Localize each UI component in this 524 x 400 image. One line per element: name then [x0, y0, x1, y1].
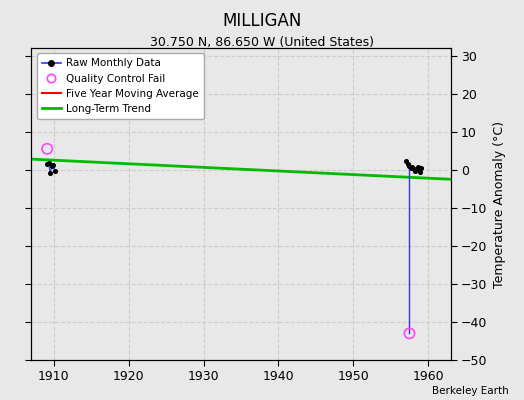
Point: [408, 164, 417, 170]
Point: [50, 168, 59, 174]
Point: [410, 166, 418, 172]
Point: [414, 164, 423, 171]
Point: [405, 163, 413, 169]
Point: [416, 168, 424, 175]
Point: [413, 166, 421, 172]
Point: [49, 162, 57, 168]
Point: [43, 161, 51, 167]
Point: [404, 161, 412, 167]
Point: [402, 158, 411, 164]
Point: [417, 165, 425, 172]
Point: [43, 146, 51, 152]
Text: 30.750 N, 86.650 W (United States): 30.750 N, 86.650 W (United States): [150, 36, 374, 49]
Point: [405, 330, 413, 336]
Text: MILLIGAN: MILLIGAN: [222, 12, 302, 30]
Y-axis label: Temperature Anomaly (°C): Temperature Anomaly (°C): [493, 120, 506, 288]
Text: Berkeley Earth: Berkeley Earth: [432, 386, 508, 396]
Point: [48, 163, 56, 170]
Legend: Raw Monthly Data, Quality Control Fail, Five Year Moving Average, Long-Term Tren: Raw Monthly Data, Quality Control Fail, …: [37, 53, 204, 119]
Point: [45, 160, 53, 166]
Point: [407, 165, 415, 171]
Point: [46, 170, 54, 176]
Point: [411, 168, 420, 174]
